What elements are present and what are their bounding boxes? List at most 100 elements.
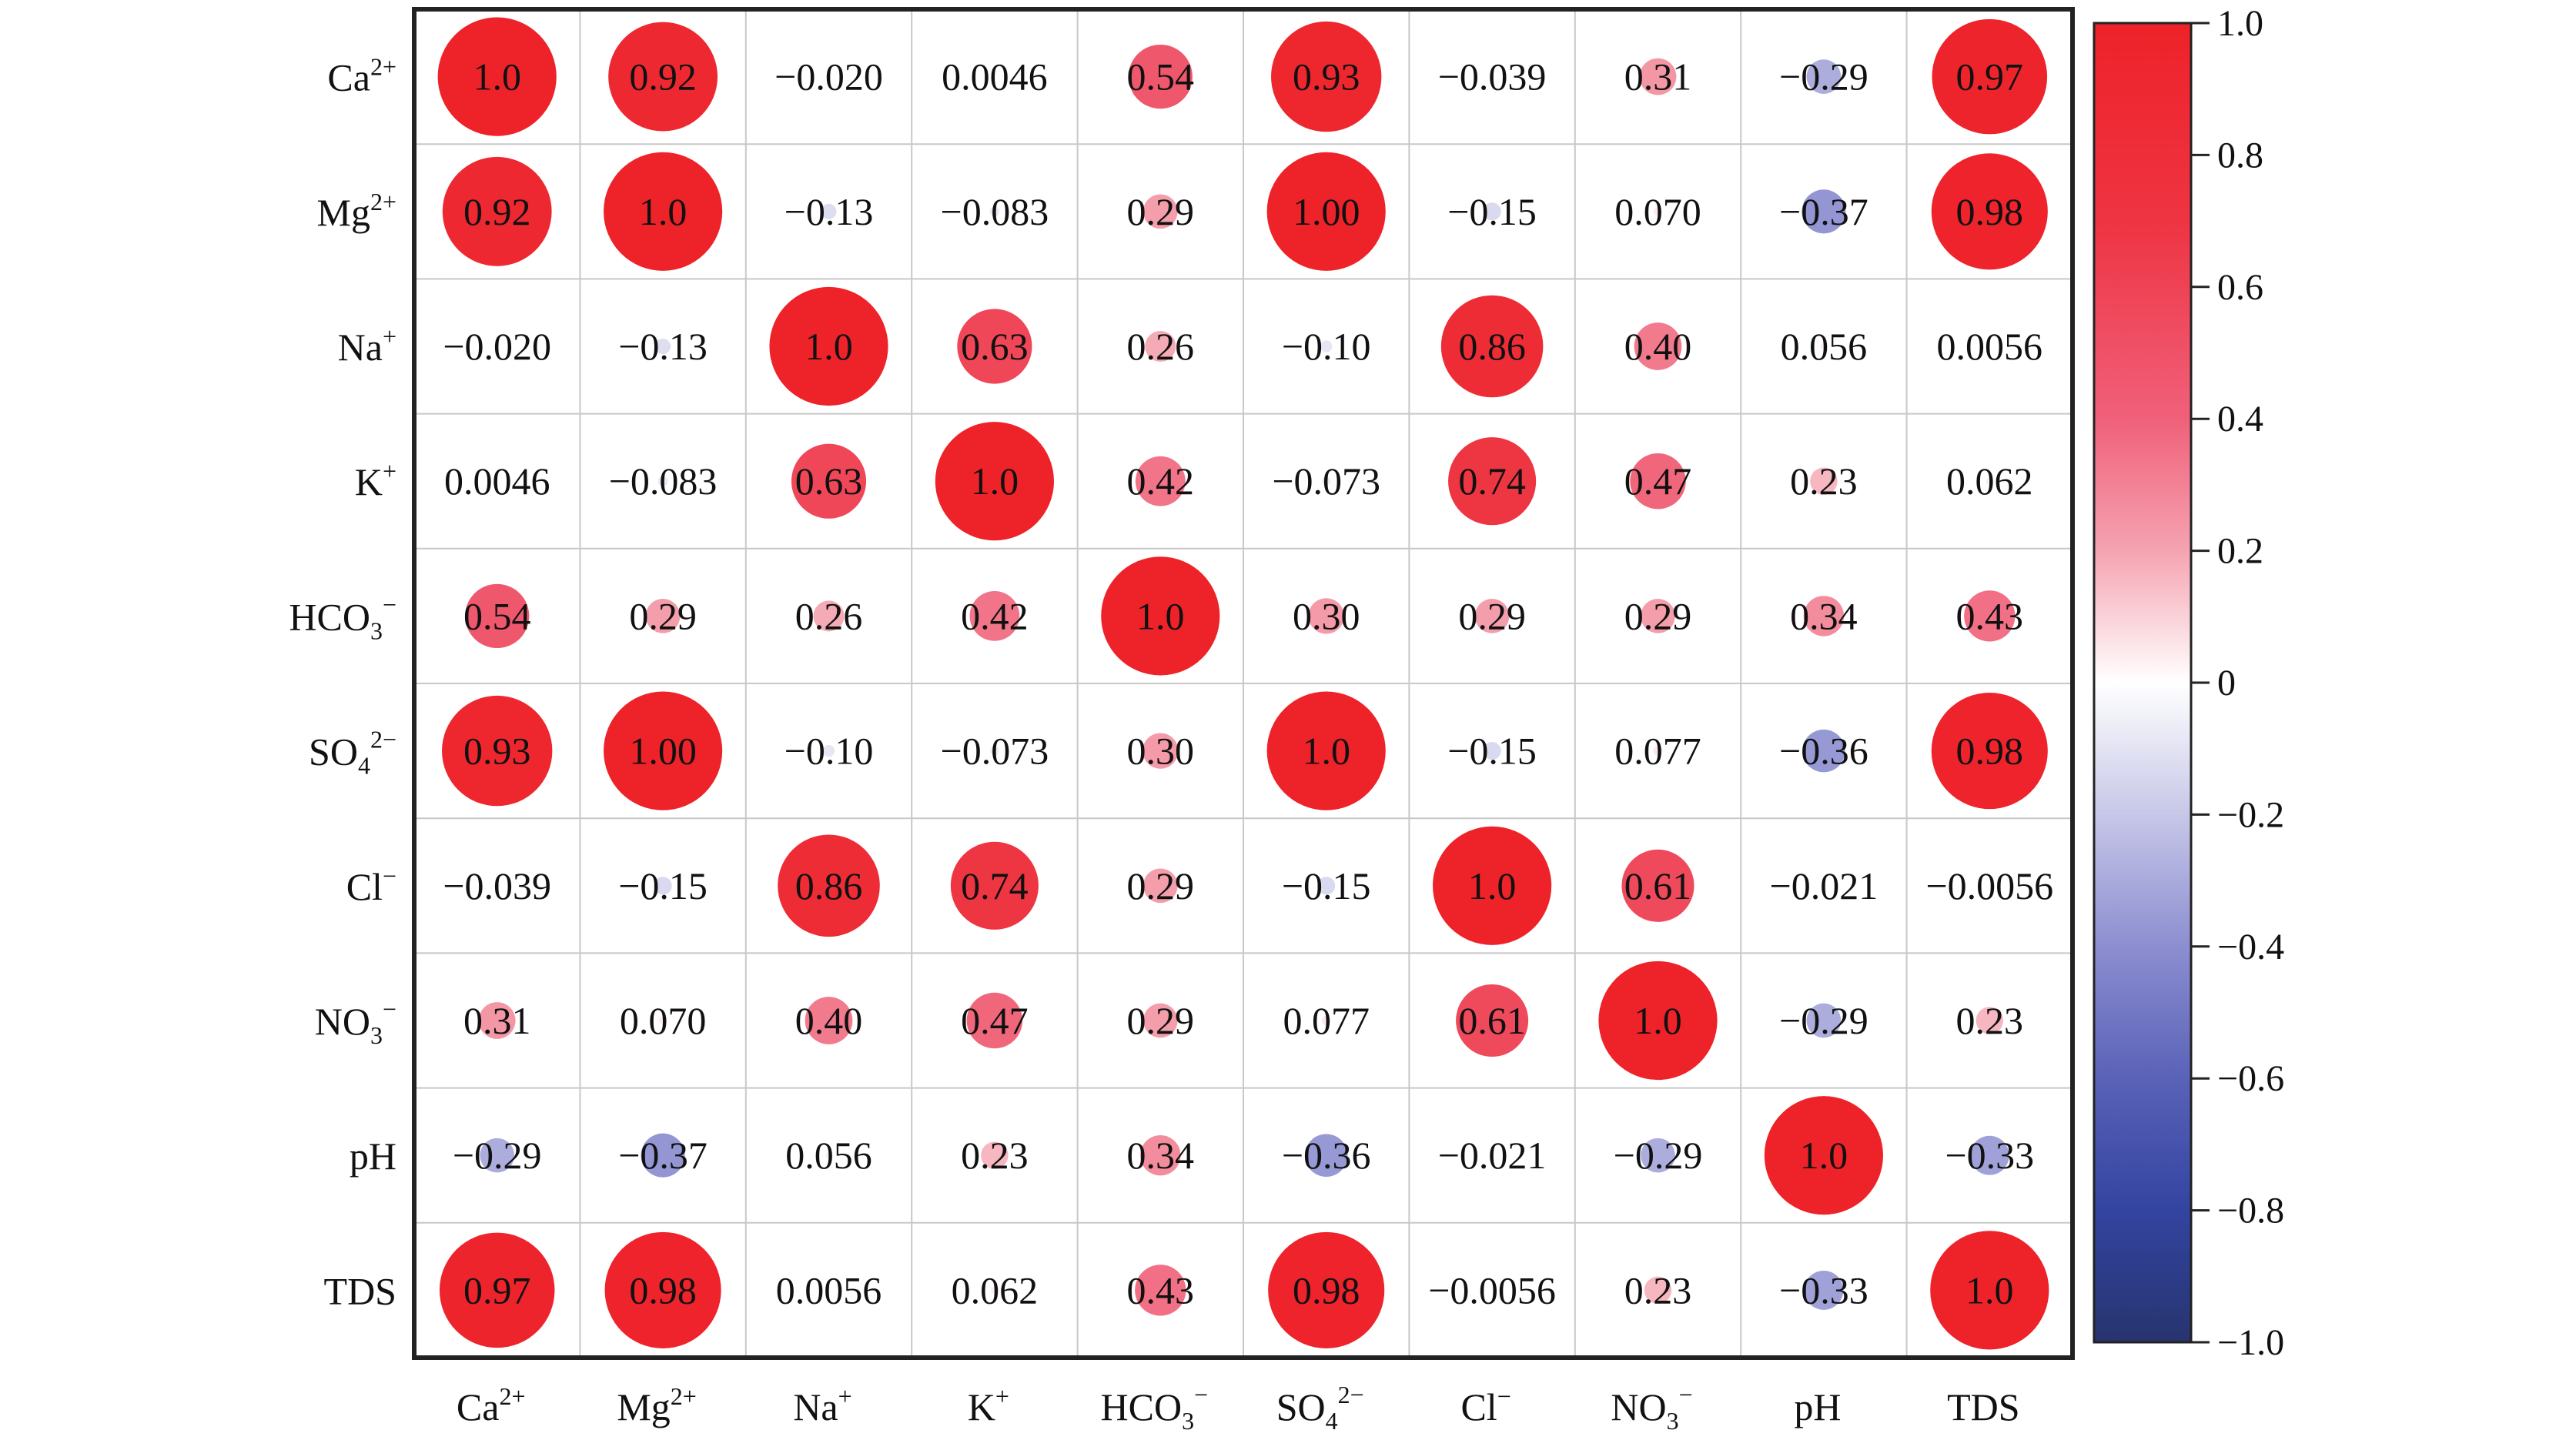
cell: 0.23 xyxy=(1956,999,2024,1042)
cell-value: −0.37 xyxy=(618,1134,708,1177)
correlation-circle xyxy=(1806,59,1842,94)
cell-value: 0.86 xyxy=(1458,325,1526,368)
cell: 0.92 xyxy=(608,22,718,132)
correlation-circle xyxy=(990,746,999,756)
y-tick-label: Ca2+ xyxy=(327,53,396,99)
cell-value: 0.077 xyxy=(1614,730,1701,773)
correlation-circle xyxy=(1820,342,1828,350)
cell-value: 0.42 xyxy=(961,594,1029,637)
cell: −0.083 xyxy=(609,459,718,503)
cell: 0.98 xyxy=(1931,693,2048,810)
cell: 0.42 xyxy=(1127,456,1194,506)
correlation-circle xyxy=(1644,1276,1672,1305)
correlation-circle xyxy=(1804,1270,1844,1310)
correlation-circle xyxy=(641,1133,685,1178)
label-base: Mg xyxy=(617,1385,670,1428)
cell-value: 0.98 xyxy=(1293,1268,1360,1311)
label-superscript: 2+ xyxy=(370,188,396,215)
correlation-circle xyxy=(813,600,845,632)
cell-value: 0.31 xyxy=(1624,55,1692,99)
cell: 0.056 xyxy=(785,1134,872,1177)
cell-value: 0.31 xyxy=(463,999,531,1042)
correlation-circle xyxy=(1140,1134,1181,1176)
x-tick-label: SO42− xyxy=(1276,1381,1364,1435)
label-superscript: − xyxy=(1497,1382,1511,1410)
cell: −0.29 xyxy=(1614,1134,1703,1177)
cell-value: −0.15 xyxy=(618,864,708,907)
label-base: Ca xyxy=(457,1385,500,1428)
cell: −0.13 xyxy=(618,325,708,368)
correlation-circle xyxy=(1266,152,1386,271)
cell-value: 1.0 xyxy=(805,325,853,368)
label-base: HCO xyxy=(1100,1385,1182,1428)
label-base: pH xyxy=(1794,1385,1841,1428)
x-tick-label: Mg2+ xyxy=(617,1382,697,1428)
cell-value: −0.15 xyxy=(1282,864,1371,907)
correlation-circle xyxy=(1975,1007,2004,1034)
cell-value: −0.33 xyxy=(1779,1268,1868,1311)
cell-value: 0.97 xyxy=(1956,55,2024,99)
cell-value: −0.039 xyxy=(1438,55,1547,99)
correlation-circle xyxy=(778,834,880,937)
correlation-circle xyxy=(1317,877,1336,895)
cell: 0.47 xyxy=(961,992,1029,1049)
cell-value: 0.062 xyxy=(952,1268,1039,1311)
cell-value: 0.26 xyxy=(1127,325,1195,368)
cell-value: −0.29 xyxy=(453,1134,542,1177)
correlation-circle xyxy=(1142,733,1179,769)
y-tick-label: Mg2+ xyxy=(316,188,396,234)
correlation-circle xyxy=(1135,456,1186,506)
correlation-circle xyxy=(1989,885,1990,887)
correlation-circle xyxy=(494,883,500,888)
correlation-circle xyxy=(1142,1003,1178,1038)
cell-value: −0.021 xyxy=(1438,1134,1547,1177)
correlation-circle xyxy=(1483,742,1501,760)
cell-value: 1.0 xyxy=(1800,1134,1848,1177)
label-base: HCO xyxy=(289,595,370,638)
cell-value: 0.74 xyxy=(1458,459,1526,503)
cell: 0.29 xyxy=(629,594,697,637)
label-subscript: 3 xyxy=(370,1021,383,1049)
label-superscript: + xyxy=(383,457,396,485)
label-base: SO xyxy=(309,730,358,773)
cell: −0.021 xyxy=(1438,1134,1547,1177)
correlation-circle xyxy=(604,1231,721,1348)
correlation-circle xyxy=(1931,153,2048,270)
correlation-circle xyxy=(1483,202,1501,221)
cell: 0.23 xyxy=(1790,459,1858,503)
cell: 0.29 xyxy=(1127,190,1195,233)
cell-value: 0.23 xyxy=(1956,999,2024,1042)
cell: 0.31 xyxy=(463,999,531,1042)
cell: −0.37 xyxy=(1779,189,1868,234)
cell: 0.29 xyxy=(1458,594,1526,637)
cell: −0.039 xyxy=(1438,55,1547,99)
cell: 0.23 xyxy=(961,1134,1029,1177)
correlation-circle xyxy=(935,422,1054,541)
correlation-circle xyxy=(1634,322,1682,370)
cell-value: 1.00 xyxy=(629,730,697,773)
correlation-circle xyxy=(1630,453,1686,510)
cell: 0.26 xyxy=(1127,325,1195,368)
cell-value: 1.0 xyxy=(1468,864,1517,907)
correlation-circle xyxy=(657,476,668,486)
correlation-circle xyxy=(608,22,718,132)
cell: −0.083 xyxy=(941,190,1049,233)
cell: −0.0056 xyxy=(1925,864,2053,907)
cell: −0.33 xyxy=(1779,1268,1868,1311)
cell-value: 1.0 xyxy=(473,55,521,99)
cell: 0.42 xyxy=(961,591,1029,641)
correlation-circle xyxy=(821,203,837,219)
cell: 0.98 xyxy=(1268,1231,1385,1348)
cell: −0.10 xyxy=(785,730,874,773)
cell: 0.40 xyxy=(1624,322,1691,370)
cell-value: 0.47 xyxy=(1624,459,1692,503)
cell-value: 1.0 xyxy=(971,459,1019,503)
cells: 1.0 0.92 −0.020 0.0046 0.54 0.93 −0.039 0.31 −0.… xyxy=(437,17,2053,1350)
correlation-circle xyxy=(1969,1135,2009,1175)
correlation-circle xyxy=(969,591,1020,641)
cell: 1.0 xyxy=(1266,691,1386,810)
cell: 1.0 xyxy=(437,17,557,136)
correlation-circle xyxy=(805,997,853,1044)
cell: −0.15 xyxy=(1447,190,1537,233)
cell: 0.29 xyxy=(1127,864,1195,907)
